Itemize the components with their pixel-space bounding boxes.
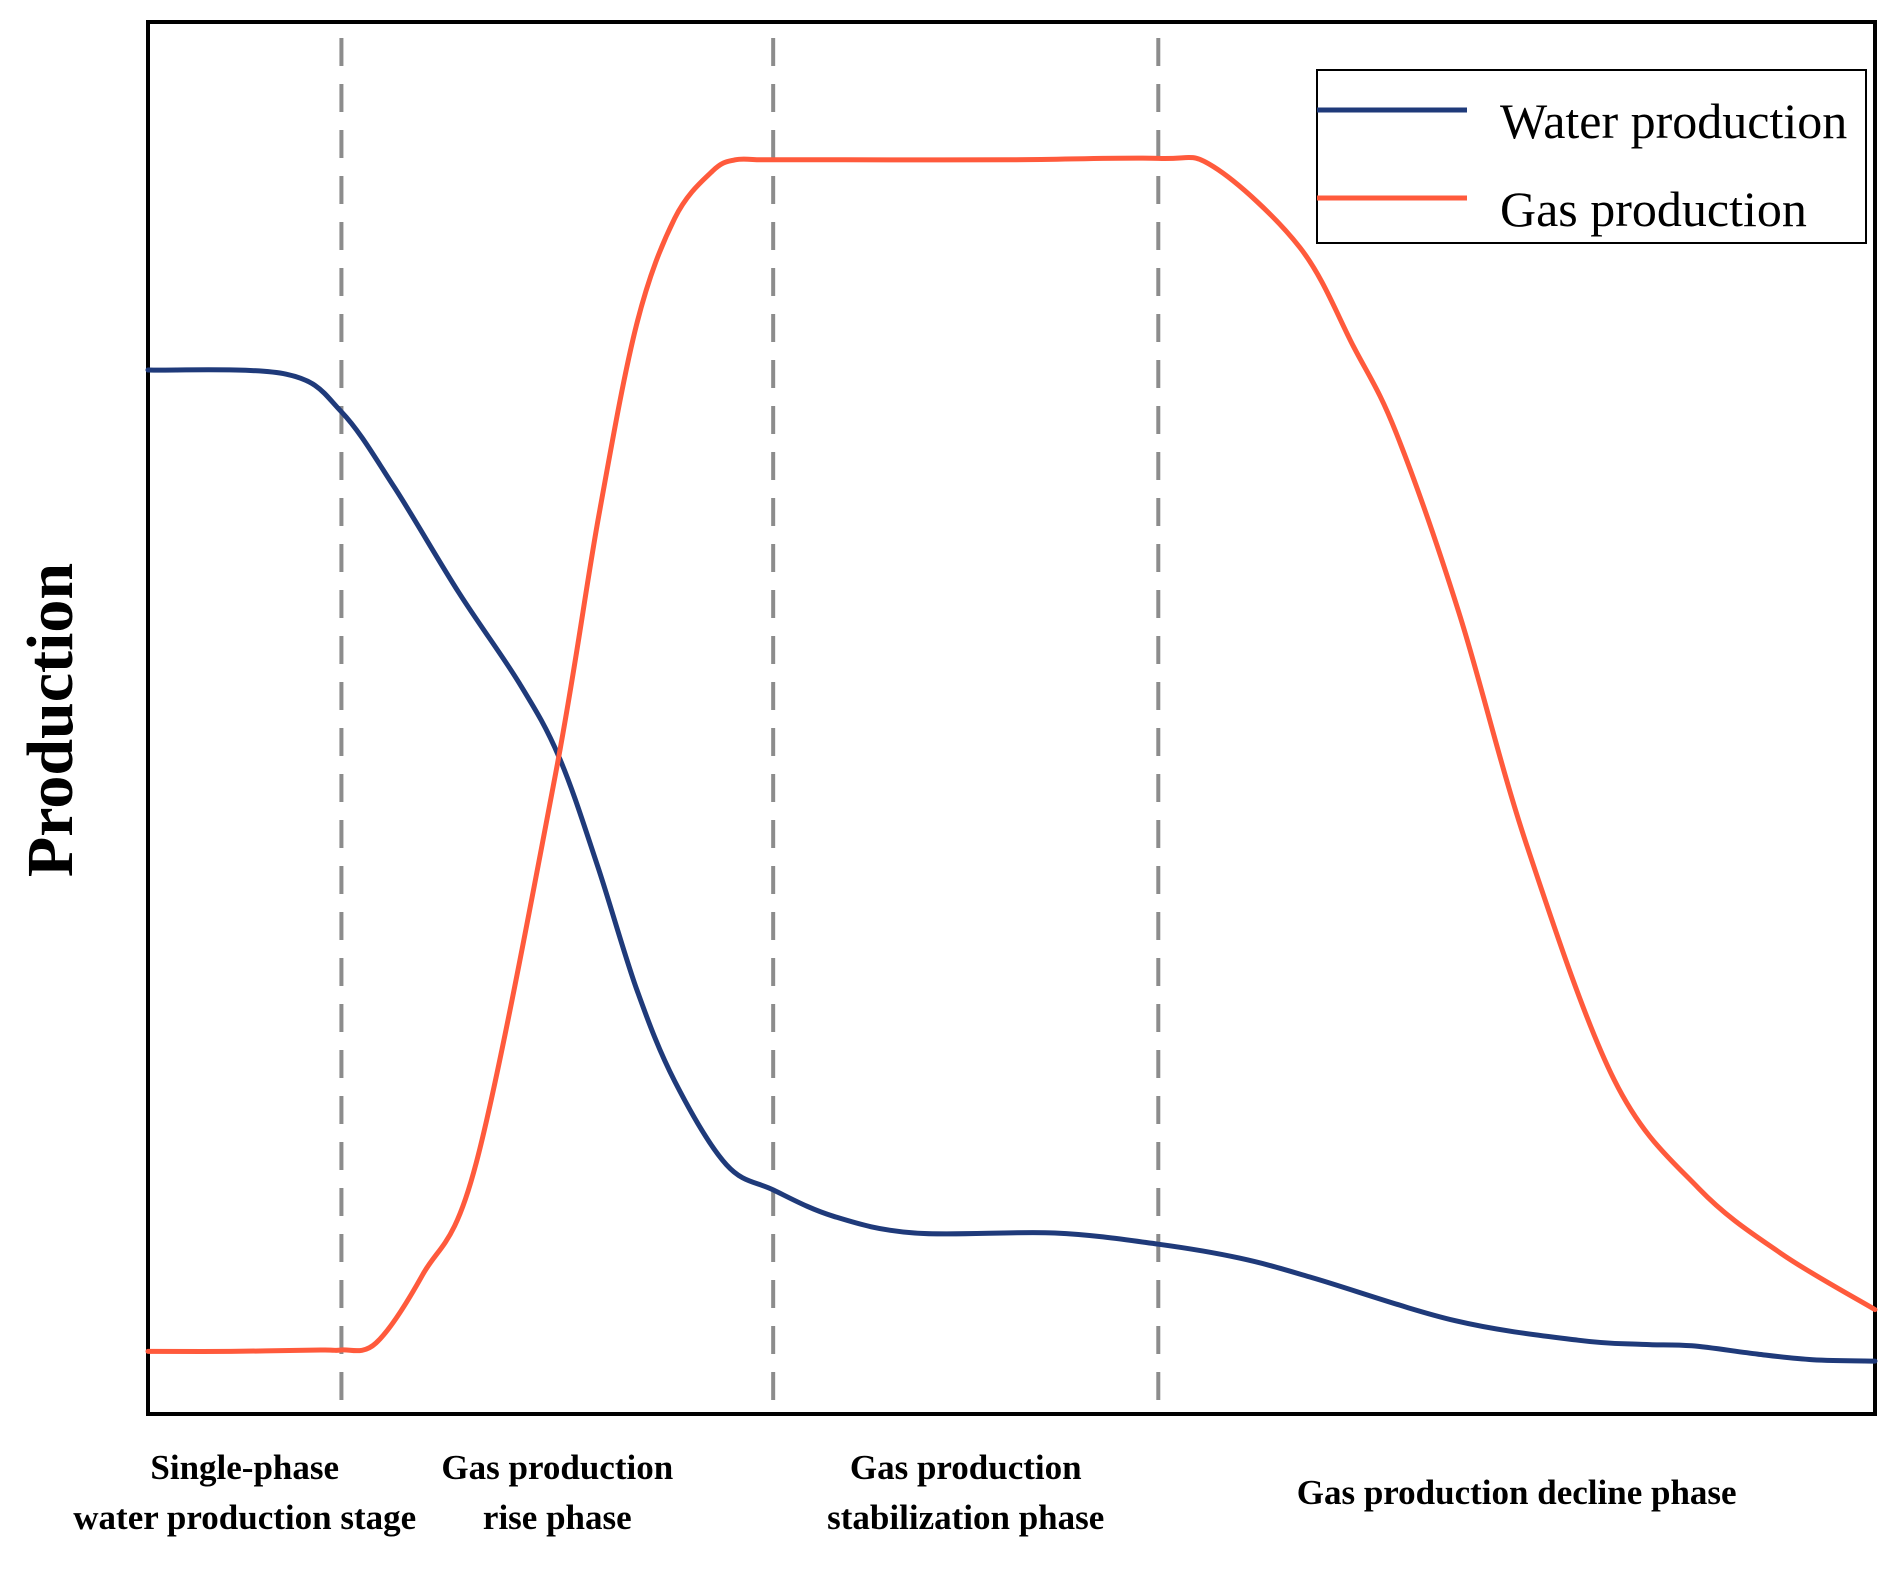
legend-label-water-production: Water production — [1500, 93, 1847, 149]
y-axis-label: Production — [14, 563, 87, 877]
phase-labels: Single-phase water production stage Gas pr… — [73, 1448, 1736, 1537]
phase-label-2-line-1: Gas production — [441, 1448, 673, 1487]
series-line-water-production — [145, 367, 1878, 1364]
phase-label-1-line-2: water production stage — [73, 1498, 416, 1537]
phase-label-3-line-2: stabilization phase — [827, 1498, 1104, 1537]
phase-label-3-line-1: Gas production — [850, 1448, 1082, 1487]
phase-label-1-line-1: Single-phase — [150, 1448, 339, 1487]
plot-area — [146, 20, 1877, 1416]
phase-label-4-line-1: Gas production decline phase — [1297, 1473, 1737, 1512]
series-lines — [145, 154, 1878, 1364]
legend: Water production Gas production — [1316, 69, 1867, 244]
legend-box — [1316, 69, 1867, 244]
series-line-gas-production — [145, 154, 1878, 1354]
phase-label-2-line-2: rise phase — [483, 1498, 632, 1537]
legend-label-gas-production: Gas production — [1500, 181, 1807, 237]
